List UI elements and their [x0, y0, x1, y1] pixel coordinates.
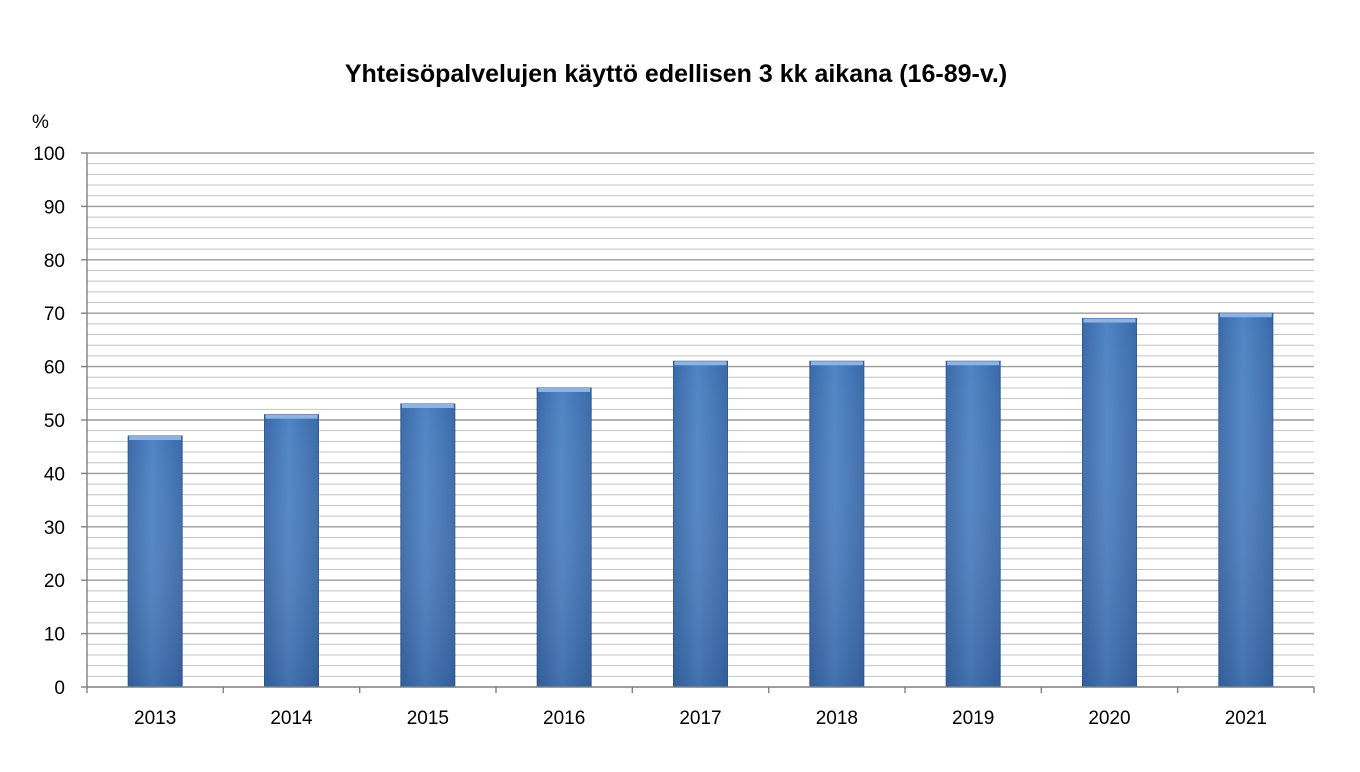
y-tick-label: 60 — [44, 358, 65, 379]
bar-shade — [673, 361, 728, 687]
bar-2019 — [945, 360, 1001, 688]
bar-2013 — [127, 435, 183, 688]
x-tick-label: 2021 — [1225, 708, 1267, 729]
bar-top-highlight — [265, 414, 318, 419]
y-tick-label: 10 — [44, 625, 65, 646]
y-tick-label: 90 — [44, 197, 65, 218]
y-axis-unit-label: % — [32, 112, 49, 133]
bar-top-highlight — [401, 403, 454, 408]
bar-2017 — [673, 360, 728, 688]
x-tick-label: 2018 — [816, 708, 858, 729]
bar-top-highlight — [1083, 318, 1136, 323]
bar-shade — [400, 403, 455, 687]
bar-2015 — [400, 403, 456, 688]
y-tick-label: 50 — [44, 411, 65, 432]
y-tick-label: 80 — [44, 251, 65, 272]
bar-shade — [946, 361, 1001, 687]
bar-top-highlight — [538, 387, 591, 392]
bar-2018 — [809, 360, 865, 688]
bar-shade — [264, 414, 319, 687]
y-tick-label: 100 — [33, 144, 65, 165]
x-tick-label: 2015 — [407, 708, 449, 729]
y-tick-label: 70 — [44, 304, 65, 325]
bar-top-highlight — [674, 361, 727, 366]
bar-top-highlight — [810, 361, 863, 366]
bar-2014 — [264, 414, 319, 688]
y-tick-label: 30 — [44, 518, 65, 539]
x-tick-labels: 2013 2014 2015 2016 2017 2018 2019 2020 2021 — [134, 708, 1267, 729]
bar-top-highlight — [1219, 313, 1272, 318]
x-tick-label: 2019 — [952, 708, 994, 729]
bar-shade — [1082, 318, 1137, 687]
x-tick-label: 2013 — [134, 708, 176, 729]
x-tick-label: 2017 — [679, 708, 721, 729]
bar-2020 — [1082, 318, 1137, 688]
bars — [127, 312, 1274, 688]
bar-shade — [809, 361, 864, 687]
x-tick-label: 2014 — [270, 708, 313, 729]
bar-2021 — [1218, 312, 1274, 688]
bar-top-highlight — [129, 436, 182, 441]
chart-title: Yhteisöpalvelujen käyttö edellisen 3 kk … — [345, 60, 1007, 88]
bar-shade — [1218, 313, 1273, 687]
y-tick-labels: 0 10 20 30 40 50 60 70 80 90 100 — [33, 144, 65, 699]
bar-shade — [537, 387, 592, 687]
y-tick-label: 0 — [54, 678, 65, 699]
axes — [81, 152, 1315, 693]
bar-2016 — [536, 387, 592, 688]
x-tick-label: 2016 — [543, 708, 585, 729]
bar-shade — [128, 436, 183, 687]
y-tick-label: 20 — [44, 571, 65, 592]
bar-top-highlight — [947, 361, 1000, 366]
x-tick-label: 2020 — [1088, 708, 1130, 729]
y-tick-label: 40 — [44, 464, 65, 485]
